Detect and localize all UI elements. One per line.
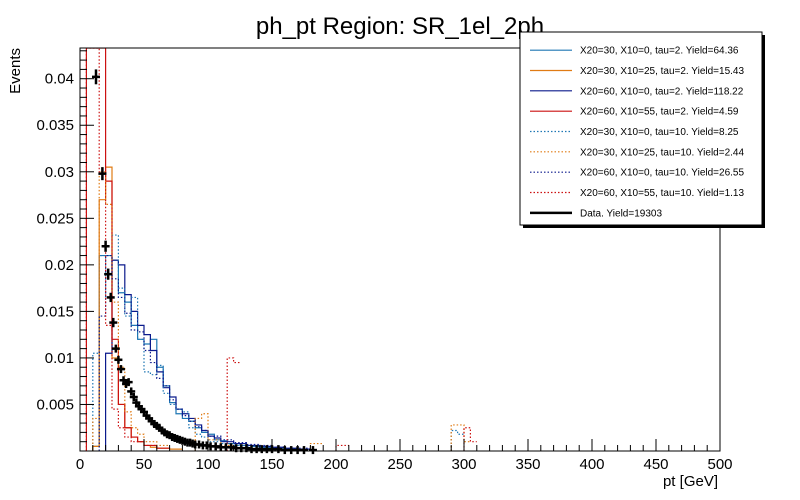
legend-entry: X20=30, X10=25, tau=10. Yield=2.44 <box>530 147 744 158</box>
x-tick-label: 0 <box>76 456 84 473</box>
legend-label: X20=60, X10=0, tau=10. Yield=26.55 <box>580 168 744 179</box>
data-point <box>106 292 115 303</box>
y-tick-label: 0.015 <box>36 303 74 320</box>
x-tick-label: 500 <box>707 456 732 473</box>
data-point <box>104 268 113 280</box>
legend-entry: X20=30, X10=0, tau=10. Yield=8.25 <box>530 127 739 138</box>
series-6-histogram <box>98 254 311 451</box>
y-tick-label: 0.005 <box>36 396 74 413</box>
series-0-histogram <box>92 254 311 451</box>
data-point <box>127 387 136 396</box>
data-point <box>300 446 308 455</box>
data-point <box>129 393 138 402</box>
data-point <box>116 365 125 374</box>
x-tick-label: 250 <box>387 456 412 473</box>
legend-entry: X20=60, X10=55, tau=2. Yield=4.59 <box>530 107 739 118</box>
legend-label: X20=30, X10=25, tau=10. Yield=2.44 <box>580 147 744 158</box>
plot-area <box>85 48 477 455</box>
x-tick-label: 350 <box>515 456 540 473</box>
x-tick-label: 400 <box>579 456 604 473</box>
legend-label: X20=60, X10=55, tau=2. Yield=4.59 <box>580 107 739 118</box>
legend: X20=30, X10=0, tau=2. Yield=64.36 X20=30,… <box>519 31 765 228</box>
series-7-histogram <box>85 48 477 451</box>
data-point <box>114 355 123 364</box>
series-2-histogram <box>105 259 311 451</box>
x-tick-label: 150 <box>259 456 284 473</box>
y-tick-label: 0.02 <box>45 257 74 274</box>
legend-entry: X20=30, X10=25, tau=2. Yield=15.43 <box>530 66 744 77</box>
y-tick-label: 0.04 <box>45 71 74 88</box>
y-tick-label: 0.035 <box>36 117 74 134</box>
y-axis-label: Events <box>7 48 24 94</box>
legend-label: X20=60, X10=55, tau=10. Yield=1.13 <box>580 188 744 199</box>
data-point <box>124 378 133 387</box>
x-tick-label: 450 <box>643 456 668 473</box>
y-tick-label: 0.01 <box>45 350 74 367</box>
legend-entry: X20=30, X10=0, tau=2. Yield=64.36 <box>530 46 739 57</box>
data-point <box>98 167 107 181</box>
data-point <box>92 69 100 85</box>
legend-label: Data. Yield=19303 <box>580 208 662 219</box>
data-point <box>111 344 120 353</box>
y-tick-label: 0.03 <box>45 164 74 181</box>
legend-entry: X20=60, X10=0, tau=2. Yield=118.22 <box>530 86 744 97</box>
legend-entry: X20=60, X10=55, tau=10. Yield=1.13 <box>530 188 744 199</box>
legend-box <box>519 31 763 226</box>
x-tick-label: 100 <box>195 456 220 473</box>
data-point <box>101 240 110 252</box>
x-tick-label: 200 <box>323 456 348 473</box>
data-point <box>109 317 118 328</box>
legend-entry: Data. Yield=19303 <box>530 208 662 219</box>
legend-label: X20=30, X10=25, tau=2. Yield=15.43 <box>580 66 744 77</box>
legend-entry: X20=60, X10=0, tau=10. Yield=26.55 <box>530 168 744 179</box>
legend-label: X20=30, X10=0, tau=2. Yield=64.36 <box>580 46 739 57</box>
series-5-histogram <box>92 171 471 451</box>
x-tick-label: 300 <box>451 456 476 473</box>
legend-label: X20=60, X10=0, tau=2. Yield=118.22 <box>580 86 744 97</box>
legend-label: X20=30, X10=0, tau=10. Yield=8.25 <box>580 127 739 138</box>
x-axis-label: pt [GeV] <box>663 473 718 490</box>
axes: 0 50 100 150 200 250 300 350 400 450 500 0.005 0.01 0… <box>36 47 733 473</box>
y-tick-label: 0.025 <box>36 210 74 227</box>
x-tick-label: 50 <box>136 456 153 473</box>
chart-title: ph_pt Region: SR_1el_2ph <box>256 13 544 40</box>
